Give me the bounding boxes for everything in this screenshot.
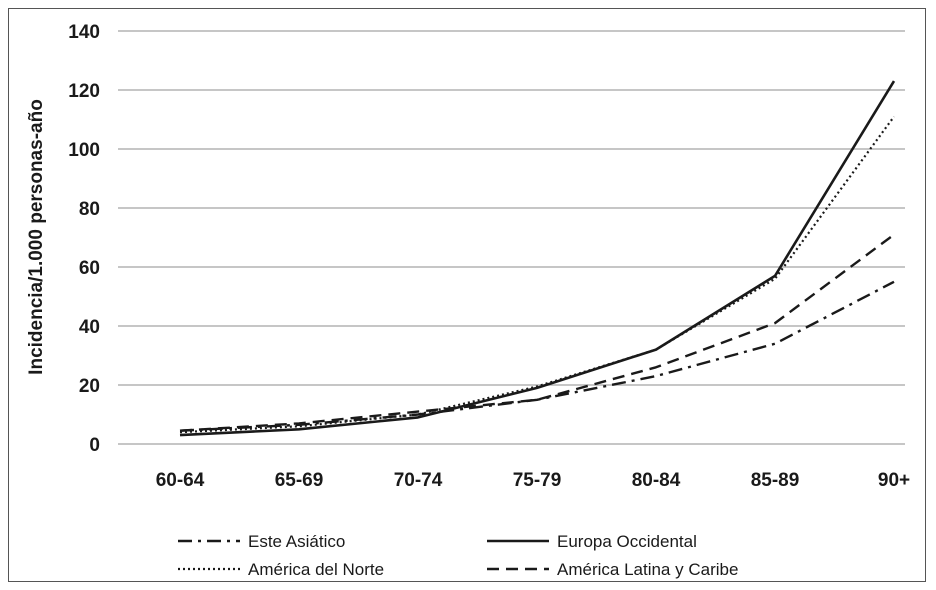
y-axis-ticks: 0 20 40 60 80 100 120 140 bbox=[68, 22, 100, 456]
chart-frame bbox=[8, 8, 926, 582]
x-tick-label: 80-84 bbox=[632, 470, 681, 491]
legend-label: Europa Occidental bbox=[557, 532, 697, 551]
y-tick-label: 100 bbox=[68, 140, 100, 161]
series-line-2 bbox=[179, 115, 895, 434]
x-tick-label: 75-79 bbox=[513, 470, 562, 491]
legend: Este Asiático Europa Occidental América de… bbox=[178, 532, 738, 579]
x-tick-label: 60-64 bbox=[156, 470, 205, 491]
y-tick-label: 80 bbox=[79, 199, 100, 220]
legend-label: América Latina y Caribe bbox=[557, 560, 738, 579]
x-axis-ticks: 60-64 65-69 70-74 75-79 80-84 85-89 90+ bbox=[156, 470, 910, 491]
series-line-3 bbox=[179, 233, 895, 432]
x-tick-label: 85-89 bbox=[751, 470, 800, 491]
legend-label: Este Asiático bbox=[248, 532, 345, 551]
legend-label: América del Norte bbox=[248, 560, 384, 579]
y-tick-label: 40 bbox=[79, 317, 100, 338]
y-axis-label: Incidencia/1.000 personas-año bbox=[26, 99, 47, 375]
y-tick-label: 20 bbox=[79, 376, 100, 397]
series-line-1 bbox=[179, 80, 896, 437]
y-tick-label: 140 bbox=[68, 22, 100, 43]
series-lines bbox=[179, 80, 896, 437]
x-tick-label: 70-74 bbox=[394, 470, 443, 491]
y-tick-label: 120 bbox=[68, 81, 100, 102]
y-tick-label: 0 bbox=[89, 435, 100, 456]
x-tick-label: 90+ bbox=[878, 470, 910, 491]
x-tick-label: 65-69 bbox=[275, 470, 324, 491]
gridlines bbox=[118, 30, 905, 445]
y-tick-label: 60 bbox=[79, 258, 100, 279]
series-line-0 bbox=[179, 280, 895, 432]
